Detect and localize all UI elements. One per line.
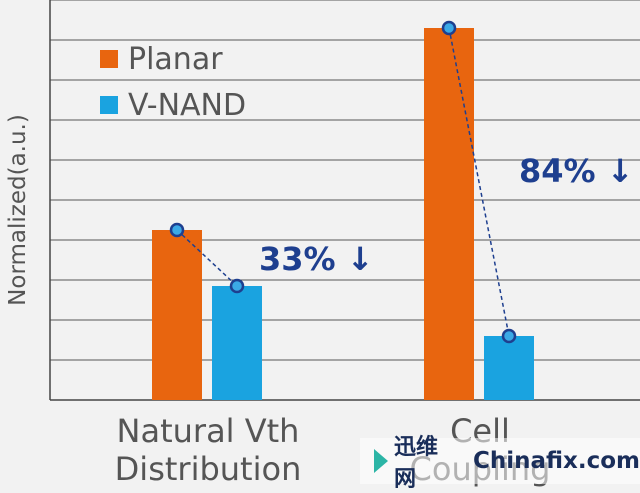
legend-swatch-planar: [100, 50, 118, 68]
legend-item-planar: Planar: [100, 36, 246, 82]
watermark-en-text: Chinafix.com: [472, 448, 640, 474]
legend-label-vnand: V-NAND: [128, 87, 247, 123]
y-axis-label: Normalized(a.u.): [5, 114, 31, 306]
reduction-connector-1: [448, 27, 510, 337]
watermark: 迅维网 Chinafix.com: [360, 435, 640, 492]
bar-vnand-1: [484, 336, 534, 400]
reduction-marker-1-0: [441, 20, 457, 36]
bar-planar-1: [424, 28, 474, 400]
reduction-marker-1-1: [501, 328, 517, 344]
reduction-marker-0-0: [169, 222, 185, 238]
legend-label-planar: Planar: [128, 41, 223, 77]
legend-swatch-vnand: [100, 96, 118, 114]
legend: Planar V-NAND: [100, 36, 246, 128]
watermark-arrow-icon: [374, 449, 388, 473]
x-category-label-0: Natural Vth Distribution: [114, 412, 302, 488]
bar-vnand-0: [212, 286, 262, 400]
reduction-marker-0-1: [229, 278, 245, 294]
reduction-label-0: 33% ↓: [259, 240, 374, 278]
reduction-label-1: 84% ↓: [519, 152, 634, 190]
bar-planar-0: [152, 230, 202, 400]
legend-item-vnand: V-NAND: [100, 82, 246, 128]
watermark-cn-text: 迅维网: [394, 435, 439, 492]
